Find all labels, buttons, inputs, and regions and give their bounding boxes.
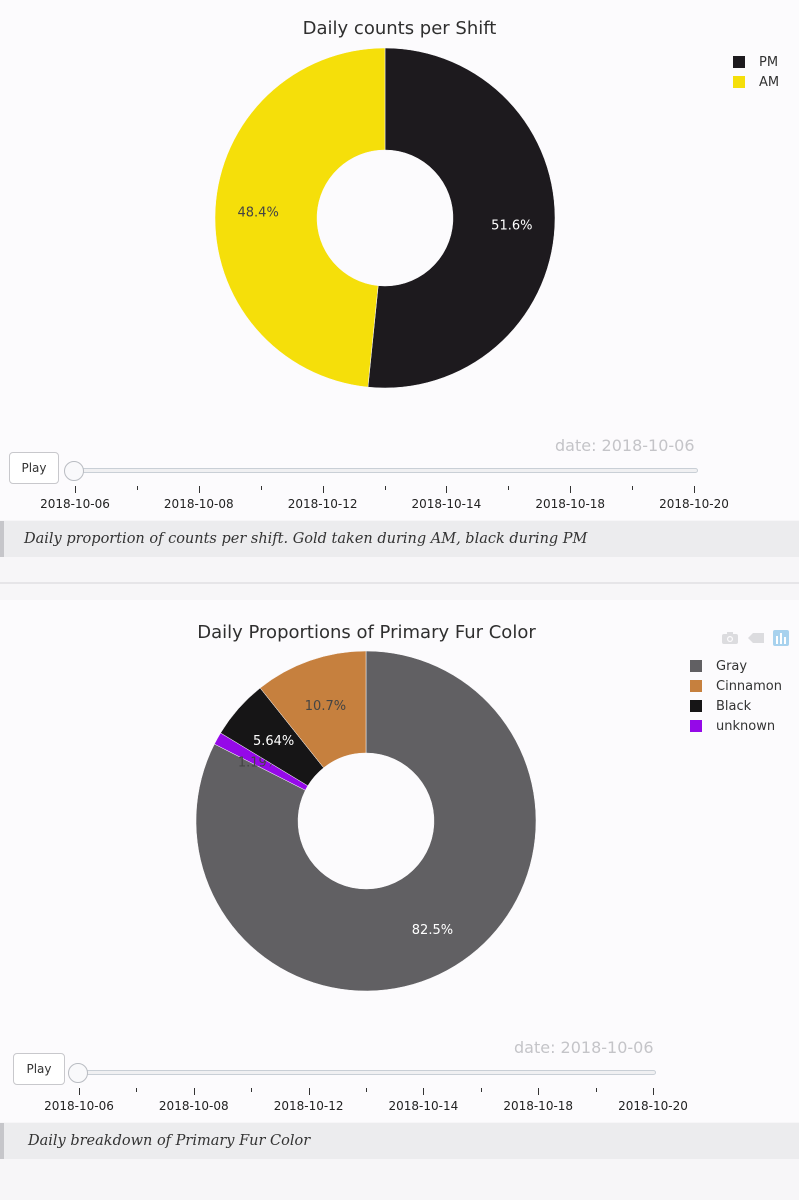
- legend-item-black[interactable]: Black: [690, 696, 782, 716]
- slice-am[interactable]: [214, 47, 386, 388]
- slider-tick-label[interactable]: 2018-10-06: [44, 1099, 114, 1113]
- tag-icon[interactable]: [747, 632, 765, 644]
- slider-tick: [538, 1088, 540, 1095]
- camera-icon[interactable]: [721, 631, 739, 645]
- slider-tick: [446, 486, 448, 493]
- slider-tick-label[interactable]: 2018-10-08: [163, 497, 234, 511]
- chart-title: Daily counts per Shift: [302, 18, 497, 39]
- slider-tick-label[interactable]: 2018-10-14: [411, 497, 482, 511]
- slider-tick-label[interactable]: 2018-10-06: [40, 497, 110, 511]
- slice-label-pm: 51.6%: [491, 218, 532, 233]
- legend-swatch-black: [690, 700, 702, 712]
- legend-swatch-cinnamon: [690, 680, 702, 692]
- chart-title: Daily Proportions of Primary Fur Color: [197, 622, 536, 643]
- chart-legend: PM AM: [733, 52, 779, 92]
- slider-minor-tick: [366, 1088, 367, 1092]
- legend-label: Gray: [716, 658, 748, 674]
- chart-caption: Daily breakdown of Primary Fur Color: [0, 1123, 799, 1159]
- slider-current-date: date: 2018-10-06: [514, 1038, 654, 1057]
- chart-caption: Daily proportion of counts per shift. Go…: [0, 521, 799, 557]
- slider-minor-tick: [480, 1088, 482, 1092]
- slider-tick: [79, 1088, 80, 1095]
- legend-item-gray[interactable]: Gray: [690, 656, 782, 676]
- slice-pm[interactable]: [367, 47, 556, 389]
- fur-color-chart-panel: Daily Proportions of Primary Fur Color 8…: [0, 600, 799, 1159]
- slider-tick: [308, 1088, 310, 1095]
- slider-tick-label[interactable]: 2018-10-12: [273, 1099, 344, 1113]
- fur-color-donut-chart: 82.5%1.19%5.64%10.7%: [195, 650, 537, 992]
- slider-current-date: date: 2018-10-06: [555, 436, 695, 455]
- slider-tick-label[interactable]: 2018-10-20: [618, 1099, 688, 1113]
- slider-minor-tick: [136, 1088, 138, 1092]
- legend-label: unknown: [716, 718, 776, 734]
- legend-label: Cinnamon: [716, 678, 782, 694]
- date-slider-track[interactable]: [70, 468, 698, 473]
- slider-tick-label[interactable]: 2018-10-20: [659, 497, 729, 511]
- legend-item-unknown[interactable]: unknown: [690, 716, 782, 736]
- slider-minor-tick: [260, 486, 262, 490]
- slider-minor-tick: [632, 486, 634, 490]
- slider-tick-label[interactable]: 2018-10-08: [158, 1099, 229, 1113]
- slider-tick: [653, 1088, 654, 1095]
- legend-swatch-unknown: [690, 720, 702, 732]
- legend-swatch-gray: [690, 660, 702, 672]
- legend-swatch-pm: [733, 56, 745, 68]
- slice-label-cinnamon: 10.7%: [305, 699, 346, 714]
- slider-minor-tick: [595, 1088, 597, 1092]
- plotly-logo-icon[interactable]: [773, 630, 789, 646]
- slider-tick: [193, 1088, 195, 1095]
- date-slider-handle[interactable]: [64, 461, 84, 481]
- slider-tick-label[interactable]: 2018-10-12: [287, 497, 358, 511]
- slider-minor-tick: [384, 486, 386, 490]
- shift-chart-panel: Daily counts per Shift 51.6% 48.4% PM AM …: [0, 0, 799, 557]
- slider-tick: [570, 486, 572, 493]
- legend-item-am[interactable]: AM: [733, 72, 779, 92]
- slider-tick-label[interactable]: 2018-10-14: [388, 1099, 459, 1113]
- legend-label: Black: [716, 698, 752, 714]
- play-button[interactable]: Play: [9, 452, 59, 484]
- slider-tick-label[interactable]: 2018-10-18: [503, 1099, 574, 1113]
- slider-tick: [694, 486, 695, 493]
- legend-label: PM: [759, 54, 779, 70]
- legend-item-pm[interactable]: PM: [733, 52, 779, 72]
- slider-tick: [322, 486, 324, 493]
- date-slider-handle[interactable]: [68, 1063, 88, 1083]
- slice-label-am: 48.4%: [238, 206, 279, 221]
- slider-tick: [198, 486, 200, 493]
- slider-minor-tick: [508, 486, 510, 490]
- section-divider: [0, 582, 799, 584]
- legend-label: AM: [759, 74, 780, 90]
- slider-minor-tick: [136, 486, 138, 490]
- slider-tick: [423, 1088, 425, 1095]
- slice-cinnamon[interactable]: [259, 650, 367, 769]
- slider-tick-label[interactable]: 2018-10-18: [535, 497, 606, 511]
- play-button[interactable]: Play: [13, 1053, 65, 1085]
- slider-minor-tick: [251, 1088, 253, 1092]
- legend-swatch-am: [733, 76, 745, 88]
- legend-item-cinnamon[interactable]: Cinnamon: [690, 676, 782, 696]
- slice-gray[interactable]: [195, 650, 537, 992]
- shift-donut-chart: 51.6% 48.4%: [214, 47, 556, 389]
- slider-tick: [75, 486, 76, 493]
- slice-label-gray: 82.5%: [412, 923, 453, 938]
- chart-modebar: [721, 630, 789, 646]
- date-slider-track[interactable]: [74, 1070, 656, 1075]
- chart-legend: Gray Cinnamon Black unknown: [690, 656, 782, 736]
- slice-label-black: 5.64%: [253, 734, 294, 749]
